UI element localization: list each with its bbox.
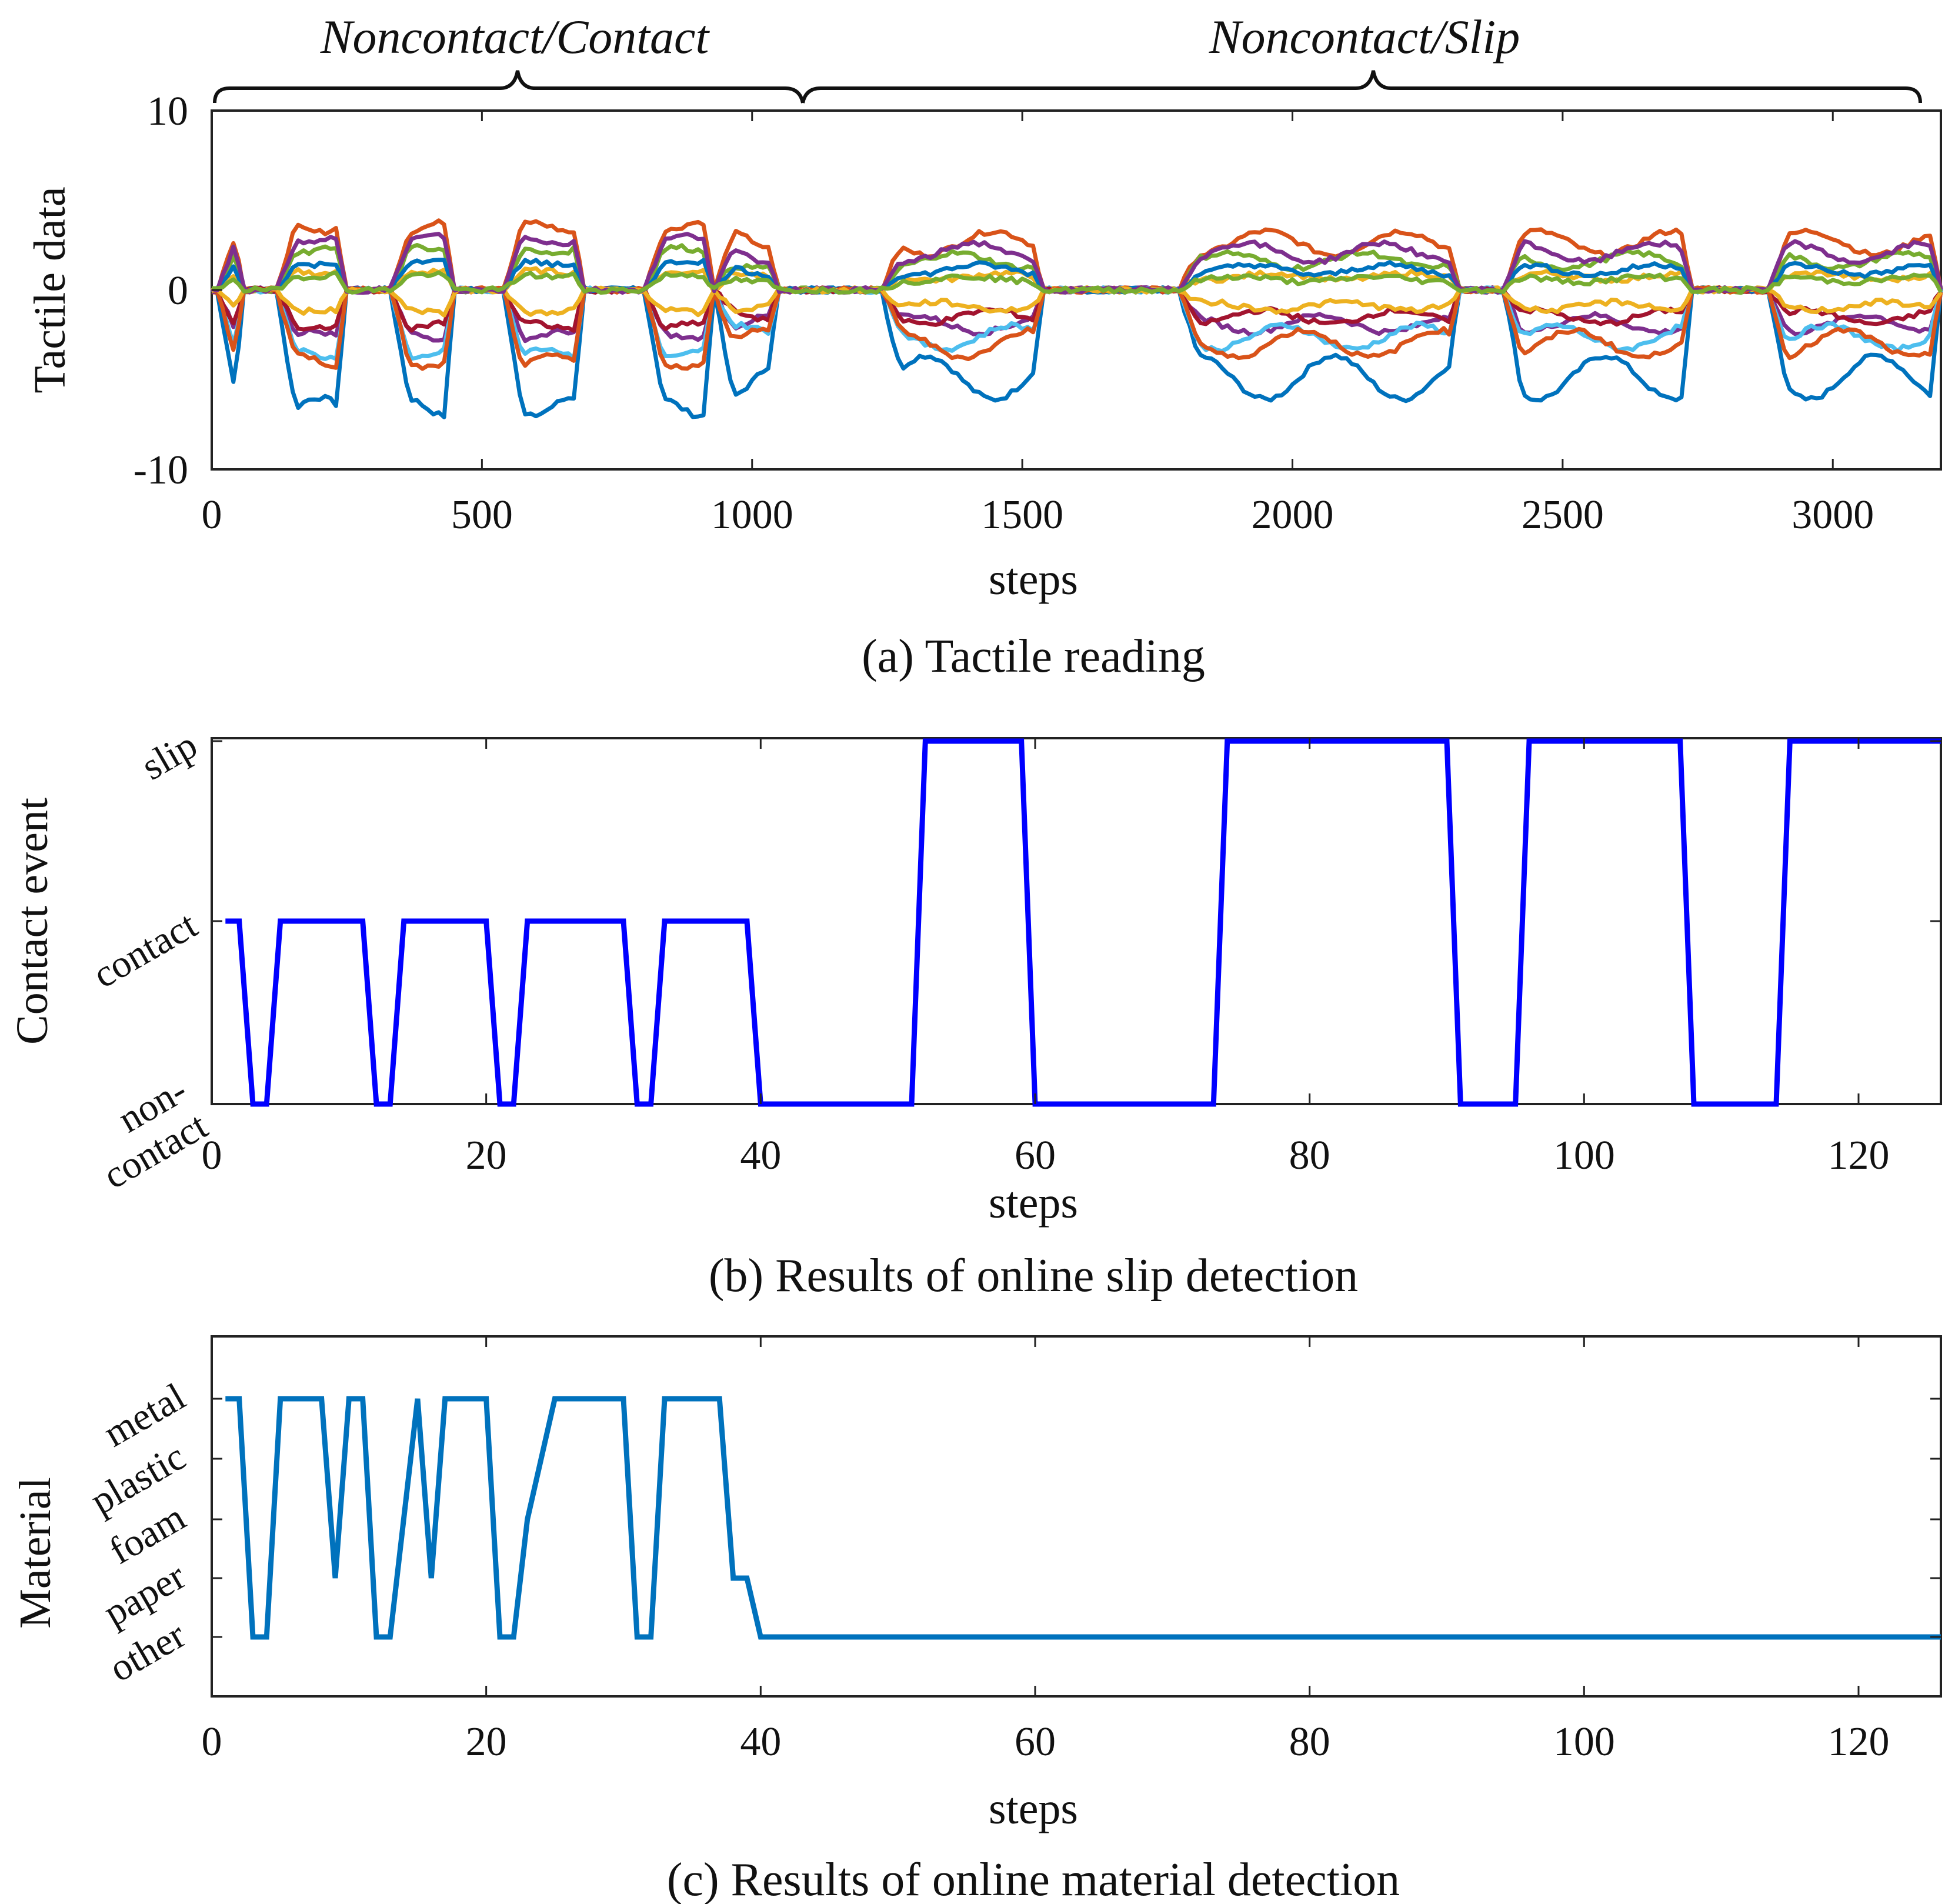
panel-b-ylabel: Contact event xyxy=(8,798,57,1045)
panel-c-frame xyxy=(211,1335,1942,1698)
panel-c-ytick-label: paper xyxy=(96,1555,192,1635)
panel-a-ticks: 0 500 1000 1500 2000 2500 3000 -10 0 10 xyxy=(134,89,1874,538)
panel-b-caption: (b) Results of online slip detection xyxy=(709,1250,1358,1302)
panel-b-xlabel: steps xyxy=(989,1178,1078,1228)
panel-a-ytick-label: -10 xyxy=(134,448,188,493)
panel-c-xtick-label: 0 xyxy=(202,1719,222,1765)
panel-a-xtick-label: 500 xyxy=(451,492,513,538)
brace-label-noncontact-contact: Noncontact/Contact xyxy=(320,10,710,64)
panel-b-xtick-label: 40 xyxy=(740,1133,781,1178)
panel-c-xtick-label: 120 xyxy=(1828,1719,1890,1765)
panel-a-xtick-label: 0 xyxy=(202,492,222,538)
panel-b-ticks: 0 20 40 60 80 100 120 non-contact contact slip xyxy=(86,723,1941,1198)
panel-a-ytick-label: 10 xyxy=(147,89,188,134)
panel-c-series-group xyxy=(225,1396,1941,1640)
panel-b-xtick-label: 0 xyxy=(202,1133,222,1178)
panel-b-ytick-label: contact xyxy=(86,903,205,997)
panel-b-xtick-label: 20 xyxy=(466,1133,507,1178)
panel-b-xtick-label: 100 xyxy=(1553,1133,1615,1178)
panel-a: 0 500 1000 1500 2000 2500 3000 -10 0 10 steps Tac… xyxy=(25,89,1943,682)
panel-a-xtick-label: 3000 xyxy=(1791,492,1874,538)
panel-c-xtick-label: 100 xyxy=(1553,1719,1615,1765)
panel-c-xtick-label: 40 xyxy=(740,1719,781,1765)
panel-b-series-group xyxy=(225,738,1941,1107)
panel-a-series-ch12 xyxy=(211,270,1943,295)
panel-c-xlabel: steps xyxy=(989,1784,1078,1833)
panel-b-xtick-label: 120 xyxy=(1828,1133,1890,1178)
brace-label-noncontact-slip: Noncontact/Slip xyxy=(1209,10,1520,64)
panel-c-xtick-label: 20 xyxy=(466,1719,507,1765)
panel-b-event-line xyxy=(225,738,1941,1107)
panel-a-xtick-label: 2500 xyxy=(1522,492,1604,538)
panel-c-caption: (c) Results of online material detection xyxy=(667,1854,1400,1904)
brace-group: Noncontact/Contact Noncontact/Slip xyxy=(213,10,1922,104)
panel-c: 0 20 40 60 80 100 120otherpaperfoamplasticmeta… xyxy=(11,1335,1942,1904)
panel-b-ytick-label: non-contact xyxy=(96,1068,215,1197)
brace-noncontact-slip xyxy=(801,70,1922,104)
panel-a-xtick-label: 2000 xyxy=(1252,492,1334,538)
panel-a-xtick-label: 1000 xyxy=(711,492,793,538)
panel-c-material-line xyxy=(225,1396,1941,1640)
panel-c-xtick-label: 80 xyxy=(1289,1719,1330,1765)
panel-b-xtick-label: 80 xyxy=(1289,1133,1330,1178)
panel-a-ytick-label: 0 xyxy=(168,268,188,314)
panel-b-ytick-text: contact xyxy=(86,903,205,997)
panel-b-ytick-label: slip xyxy=(134,723,204,789)
panel-a-series-group xyxy=(210,218,1943,419)
panel-c-ylabel: Material xyxy=(11,1477,60,1628)
panel-c-ytick-label: metal xyxy=(96,1375,192,1456)
panel-a-xlabel: steps xyxy=(989,555,1078,604)
panel-a-caption: (a) Tactile reading xyxy=(862,631,1205,682)
panel-a-series-ch6 xyxy=(211,285,1943,361)
brace-noncontact-contact xyxy=(213,70,805,104)
panel-b-xtick-label: 60 xyxy=(1015,1133,1056,1178)
panel-a-xtick-label: 1500 xyxy=(981,492,1063,538)
panel-b-ytick-text: slip xyxy=(134,723,204,789)
panel-b: 0 20 40 60 80 100 120 non-contact contact slip st… xyxy=(8,723,1942,1302)
panel-c-xtick-label: 60 xyxy=(1015,1719,1056,1765)
panel-a-ylabel: Tactile data xyxy=(25,186,75,393)
